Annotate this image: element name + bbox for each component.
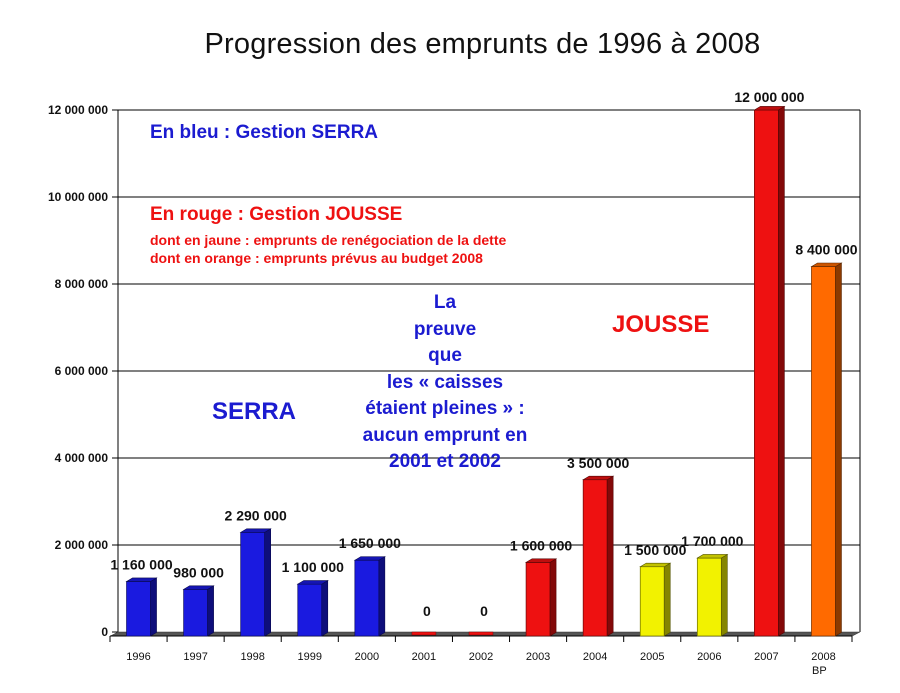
bar-side	[378, 556, 386, 637]
bar-top	[125, 577, 158, 582]
x-tick-label: 1997	[183, 651, 207, 663]
y-tick-label: 4 000 000	[55, 451, 109, 465]
bar-top	[239, 528, 272, 533]
bar-side	[606, 475, 614, 637]
bar-side	[321, 580, 329, 637]
value-label: 1 650 000	[339, 535, 401, 551]
legend-note-blue: En bleu : Gestion SERRA	[150, 122, 379, 143]
x-tick-label: 2006	[697, 651, 721, 663]
bar-zero	[468, 631, 494, 636]
labels: 0 2 000 000 4 000 000 6 000 000 8 000 000 10 …	[48, 89, 858, 663]
bar-zero	[411, 631, 437, 636]
value-label: 1 100 000	[282, 559, 344, 575]
value-label: 12 000 000	[734, 89, 804, 105]
value-label: 1 600 000	[510, 537, 572, 553]
bar-top	[353, 556, 386, 561]
bar-top	[524, 558, 558, 563]
x-tick-label: 2008	[811, 651, 835, 663]
x-tick-label: 2002	[469, 651, 493, 663]
value-label: 8 400 000	[795, 242, 857, 258]
bars	[125, 105, 843, 637]
value-label: 980 000	[173, 564, 224, 580]
y-tick-label: 6 000 000	[55, 364, 109, 378]
x-tick-label: 2000	[355, 651, 379, 663]
value-label: 2 290 000	[225, 507, 287, 523]
bar	[811, 266, 836, 637]
bar-side	[549, 558, 557, 637]
bar-side	[264, 528, 271, 637]
x-tick-label: 2005	[640, 651, 664, 663]
proof-annotation: La preuve que les « caisses étaient plei…	[362, 292, 528, 472]
serra-label: SERRA	[212, 398, 297, 425]
bar	[354, 559, 380, 637]
x-tick-label: 1996	[126, 651, 150, 663]
value-label: 1 160 000	[110, 557, 172, 573]
legend-note-red: En rouge : Gestion JOUSSE	[150, 204, 403, 225]
bar-top	[753, 106, 786, 111]
bar	[754, 109, 779, 637]
y-tick-label: 8 000 000	[55, 277, 109, 291]
jousse-label: JOUSSE	[612, 311, 710, 338]
legend-note-orange: dont en orange : emprunts prévus au budg…	[150, 250, 483, 266]
value-label: 1 500 000	[624, 542, 686, 558]
bar	[297, 583, 323, 637]
x-tick-label-suffix: BP	[812, 665, 827, 677]
bar	[582, 479, 608, 637]
bar	[525, 562, 551, 637]
bar-top	[296, 580, 329, 585]
bar-side	[207, 585, 214, 637]
bar-top	[182, 585, 215, 590]
chart-title: Progression des emprunts de 1996 à 2008	[204, 28, 761, 60]
y-tick-label: 12 000 000	[48, 103, 108, 117]
bar	[183, 589, 208, 637]
x-tick-label: 2003	[526, 651, 550, 663]
bar-side	[721, 553, 728, 637]
bar-top	[810, 262, 843, 267]
value-label: 0	[423, 603, 431, 619]
bar	[240, 532, 266, 637]
bar-top	[582, 475, 615, 481]
bar-top	[639, 562, 672, 568]
x-tick-label: 1999	[298, 651, 322, 663]
y-tick-label: 2 000 000	[55, 538, 109, 552]
bar-side	[663, 562, 671, 637]
y-tick-label: 10 000 000	[48, 190, 108, 204]
x-tick-label: 2001	[412, 651, 436, 663]
bar	[126, 581, 151, 637]
value-label: 3 500 000	[567, 455, 629, 471]
value-label: 0	[480, 603, 488, 619]
bar	[696, 557, 722, 637]
bar-side	[778, 105, 785, 637]
value-label: 1 700 000	[681, 533, 743, 549]
bar	[639, 566, 665, 637]
legend-note-yellow: dont en jaune : emprunts de renégociatio…	[150, 232, 507, 248]
bar-top	[696, 554, 729, 559]
bar-side	[835, 262, 842, 637]
x-tick-label: 2004	[583, 651, 607, 663]
y-tick-label: 0	[101, 625, 108, 639]
bar-side	[150, 577, 157, 637]
x-tick-label: 2007	[754, 651, 778, 663]
x-tick-label: 1998	[240, 651, 264, 663]
